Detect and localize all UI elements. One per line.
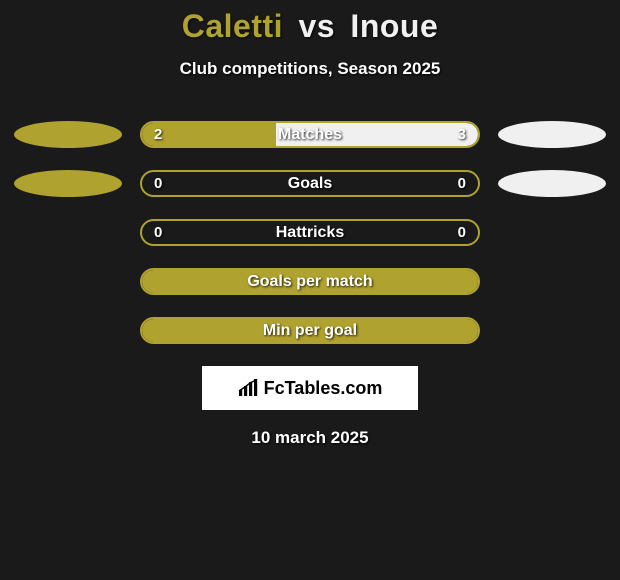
footer-date: 10 march 2025 xyxy=(0,428,620,448)
stat-row: Min per goal xyxy=(0,317,620,344)
brand-badge: FcTables.com xyxy=(202,366,418,410)
subtitle: Club competitions, Season 2025 xyxy=(0,59,620,79)
stat-bar: Goals0 0 xyxy=(140,170,480,197)
stat-bar: Hattricks0 0 xyxy=(140,219,480,246)
stat-row: Matches2 3 xyxy=(0,121,620,148)
stat-value-player1: 0 xyxy=(154,221,162,244)
vs-label: vs xyxy=(298,8,335,44)
stat-label: Matches xyxy=(142,123,478,146)
player1-ellipse xyxy=(14,170,122,197)
stat-bar: Goals per match xyxy=(140,268,480,295)
stat-rows: Matches23Goals00Hattricks00Goals per mat… xyxy=(0,121,620,344)
stat-label: Goals xyxy=(142,172,478,195)
stat-label: Goals per match xyxy=(142,270,478,293)
stat-bar: Min per goal xyxy=(140,317,480,344)
player2-ellipse xyxy=(498,170,606,197)
bar-chart-icon xyxy=(238,379,260,397)
stat-label: Min per goal xyxy=(142,319,478,342)
stat-bar: Matches2 3 xyxy=(140,121,480,148)
player2-ellipse xyxy=(498,121,606,148)
player2-name: Inoue xyxy=(350,8,438,44)
brand-text: FcTables.com xyxy=(264,378,383,399)
player1-ellipse xyxy=(14,121,122,148)
stat-value-player1: 0 xyxy=(154,172,162,195)
stat-row: Goals per match xyxy=(0,268,620,295)
player1-name: Caletti xyxy=(182,8,283,44)
stat-row: Goals0 0 xyxy=(0,170,620,197)
stat-value-player2: 0 xyxy=(458,221,466,244)
stat-value-player2: 0 xyxy=(458,172,466,195)
stat-row: Hattricks0 0 xyxy=(0,219,620,246)
stat-label: Hattricks xyxy=(142,221,478,244)
title: Caletti vs Inoue xyxy=(0,8,620,45)
comparison-infographic: Caletti vs Inoue Club competitions, Seas… xyxy=(0,0,620,448)
stat-value-player1: 2 xyxy=(154,123,162,146)
stat-value-player2: 3 xyxy=(458,123,466,146)
